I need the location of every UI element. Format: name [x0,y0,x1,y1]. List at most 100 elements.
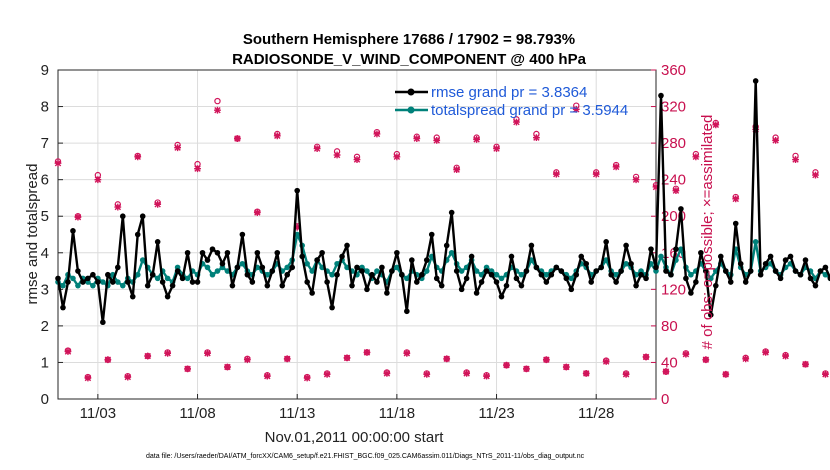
legend-rmse-marker [407,88,415,96]
rmse-point [438,282,445,289]
totalspread-point [184,275,191,282]
x-tick-label: 11/08 [179,405,215,422]
obs-possible-point [802,361,809,368]
rmse-point [443,242,450,249]
obs-assimilated-point [672,187,680,195]
rmse-point [742,279,749,285]
rmse-point [184,249,191,256]
obs-possible-point [104,356,112,363]
totalspread-point [568,275,575,282]
rmse-point [100,319,106,326]
totalspread-point [658,253,664,260]
rmse-point [284,271,291,278]
obs-assimilated-point [503,361,510,369]
obs-assimilated-point [194,165,201,173]
obs-possible-point [692,150,700,158]
obs-possible-point [154,199,161,206]
rmse-point [772,268,779,274]
x-tick-label: 11/03 [80,405,116,422]
x-tick-label: 11/18 [379,405,415,422]
obs-possible-point [134,152,141,160]
totalspread-point [100,279,106,285]
rmse-point [423,257,430,263]
totalspread-point [304,260,310,267]
rmse-point [563,275,570,282]
rmse-point [324,279,330,285]
obs-possible-point [224,363,231,371]
obs-possible-point [762,348,769,355]
obs-possible-point [214,97,221,105]
rmse-point [628,260,634,267]
rmse-point [80,279,86,285]
rmse-point [75,268,81,274]
obs-possible-point [453,164,460,171]
rmse-point [294,187,301,194]
rmse-point [757,271,764,278]
rmse-point [169,282,176,289]
rmse-point [319,249,325,256]
rmse-point [523,268,530,274]
rmse-point [553,264,560,271]
rmse-point [209,246,216,252]
totalspread-point [498,275,505,282]
obs-possible-point [792,152,799,160]
rmse-point [503,282,510,289]
totalspread-point [209,271,216,278]
obs-possible-point [84,373,92,381]
obs-assimilated-point [722,370,730,378]
totalspread-point [473,268,480,274]
rmse-point [274,249,281,256]
rmse-point [483,268,490,274]
rmse-point [488,271,495,278]
rmse-point [229,282,236,289]
y-right-tick-label: 120 [661,281,686,298]
rmse-point [493,279,500,285]
obs-possible-point [164,349,171,356]
rmse-point [513,275,520,282]
rmse-point [344,242,350,249]
obs-assimilated-point [473,136,480,143]
rmse-point [623,242,629,249]
x-tick-label: 11/28 [578,405,614,422]
rmse-point [279,282,286,289]
legend-spread-marker [407,106,415,114]
obs-possible-point [124,372,131,380]
obs-possible-point [54,158,62,165]
rmse-point [364,286,370,293]
rmse-point [134,231,141,238]
obs-possible-point [184,365,191,373]
rmse-point [309,290,315,296]
rmse-point [179,275,186,282]
rmse-point [164,293,171,300]
obs-possible-point [413,133,420,140]
totalspread-point [458,268,465,274]
obs-assimilated-point [712,121,720,129]
rmse-point [329,304,335,311]
rmse-point [149,271,156,278]
obs-assimilated-point [263,372,271,380]
obs-assimilated-point [523,365,530,373]
totalspread-point [543,271,550,278]
rmse-point [573,271,580,278]
obs-assimilated-point [104,356,112,364]
rmse-point [154,239,161,245]
grid-lines [58,69,656,400]
rmse-point [683,275,689,282]
rmse-point [239,231,246,238]
totalspread-point [294,231,301,238]
data-file-footnote: data file: /Users/raeder/DAI/ATM_forcXX/… [146,453,585,460]
rmse-point [259,264,266,271]
rmse-point [722,268,729,274]
totalspread-point [214,268,221,274]
y-axis-left: 0 1 2 3 4 5 6 7 8 9 [41,62,63,408]
rmse-point [115,264,121,271]
obs-assimilated-point [562,363,570,371]
obs-assimilated-point [333,151,341,159]
y-right-tick-label: 280 [661,135,686,152]
totalspread-point [134,271,141,278]
obs-possible-point [782,351,789,359]
obs-possible-point [463,369,470,376]
rmse-point [802,257,809,263]
totalspread-point [334,260,340,267]
legend-spread-label: totalspread grand pr = 3.5944 [431,102,628,119]
